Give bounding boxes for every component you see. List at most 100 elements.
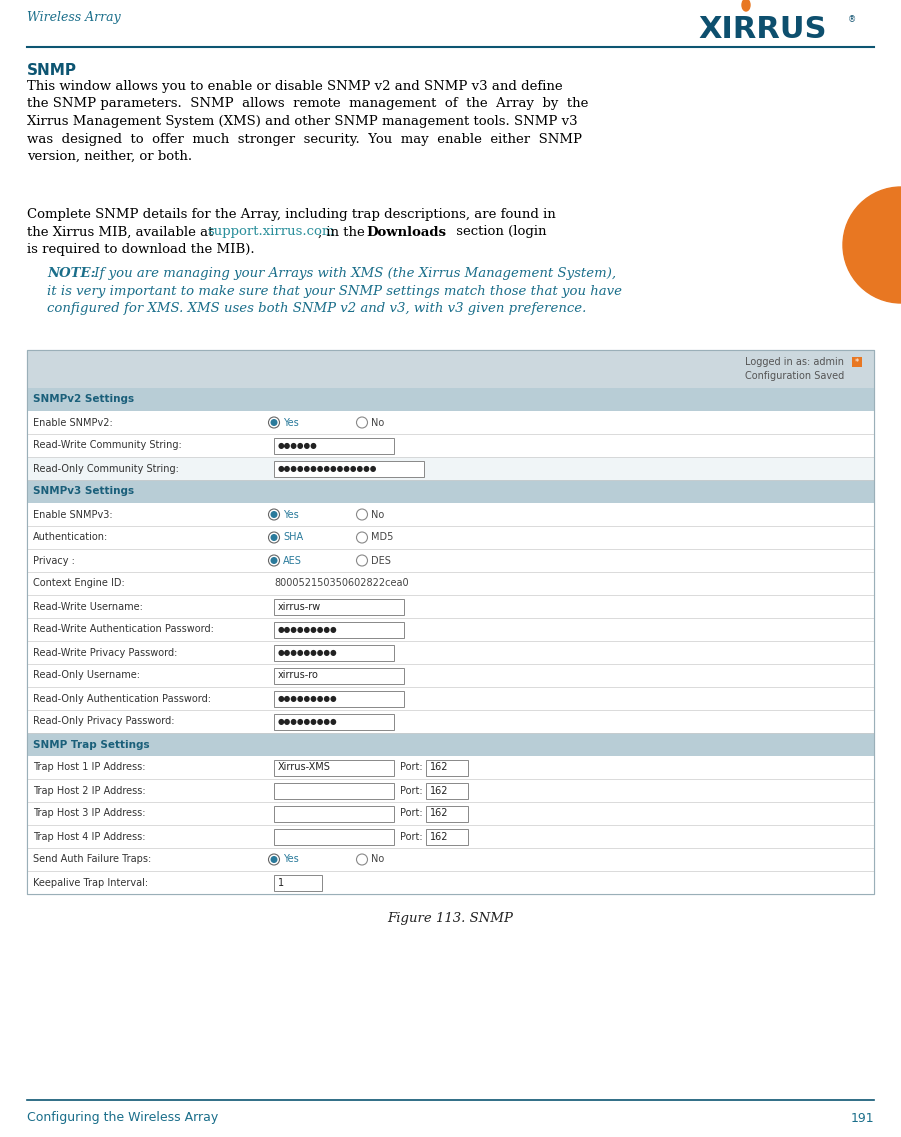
Text: SHA: SHA [283,532,303,542]
Bar [426,829,468,845]
Text: Yes: Yes [283,417,299,428]
Circle shape [268,854,279,865]
Bar [27,848,874,871]
Text: DES: DES [371,556,391,565]
Text: Configuration Saved: Configuration Saved [745,371,844,381]
Text: Complete SNMP details for the Array, including trap descriptions, are found in: Complete SNMP details for the Array, inc… [27,208,556,221]
Text: Keepalive Trap Interval:: Keepalive Trap Interval: [33,878,148,888]
Bar [27,350,874,894]
Text: Figure 113. SNMP: Figure 113. SNMP [387,912,513,926]
Bar [852,357,862,367]
Text: Enable SNMPv2:: Enable SNMPv2: [33,417,113,428]
Circle shape [357,555,368,566]
Text: 162: 162 [430,808,449,819]
Circle shape [357,854,368,865]
Text: support.xirrus.com: support.xirrus.com [207,225,334,239]
Text: No: No [371,417,384,428]
Text: If you are managing your Arrays with XMS (the Xirrus Management System),: If you are managing your Arrays with XMS… [90,267,616,280]
Bar [27,802,874,825]
Bar [27,572,874,595]
Bar [27,457,874,480]
Bar [274,760,394,775]
Bar [274,782,394,798]
Text: No: No [371,855,384,864]
Text: ●●●●●●●●●: ●●●●●●●●● [278,648,338,657]
Bar [27,871,874,894]
Text: Port:: Port: [400,808,423,819]
Text: Read-Write Privacy Password:: Read-Write Privacy Password: [33,647,177,657]
Text: Yes: Yes [283,509,299,520]
Text: version, neither, or both.: version, neither, or both. [27,150,192,163]
Text: Port:: Port: [400,763,423,772]
Bar [27,503,874,526]
Bar [274,598,404,614]
Circle shape [268,532,279,543]
Bar [274,714,394,730]
Bar [27,619,874,641]
Text: was  designed  to  offer  much  stronger  security.  You  may  enable  either  S: was designed to offer much stronger secu… [27,133,582,146]
Text: ●●●●●●●●●: ●●●●●●●●● [278,625,338,634]
Text: , in the: , in the [318,225,369,239]
Text: Trap Host 3 IP Address:: Trap Host 3 IP Address: [33,808,145,819]
Text: SNMP: SNMP [27,63,77,78]
Bar [274,667,404,683]
Bar [274,829,394,845]
Bar [27,595,874,619]
Circle shape [270,420,278,426]
Text: 162: 162 [430,763,449,772]
Text: Read-Write Community String:: Read-Write Community String: [33,440,182,450]
Text: Send Auth Failure Traps:: Send Auth Failure Traps: [33,855,151,864]
Bar [274,460,424,476]
Bar [426,782,468,798]
Bar [27,434,874,457]
Text: NOTE:: NOTE: [47,267,96,280]
Text: AES: AES [283,556,302,565]
Bar [426,760,468,775]
Text: Read-Only Authentication Password:: Read-Only Authentication Password: [33,694,211,704]
Circle shape [268,417,279,428]
Text: the SNMP parameters.  SNMP  allows  remote  management  of  the  Array  by  the: the SNMP parameters. SNMP allows remote … [27,98,588,110]
Text: Trap Host 1 IP Address:: Trap Host 1 IP Address: [33,763,145,772]
Text: Xirrus-XMS: Xirrus-XMS [278,763,331,772]
Text: configured for XMS. XMS uses both SNMP v2 and v3, with v3 given preference.: configured for XMS. XMS uses both SNMP v… [47,302,587,315]
Circle shape [357,509,368,520]
Text: xirrus-ro: xirrus-ro [278,671,319,681]
Bar [27,733,874,756]
Text: Read-Write Username:: Read-Write Username: [33,601,143,612]
Text: Read-Only Community String:: Read-Only Community String: [33,464,179,473]
Bar [27,825,874,848]
Text: XIRRUS: XIRRUS [698,16,826,44]
Bar [27,526,874,549]
Bar [27,641,874,664]
Text: SNMPv3 Settings: SNMPv3 Settings [33,487,134,497]
Bar [274,622,404,638]
Text: This window allows you to enable or disable SNMP v2 and SNMP v3 and define: This window allows you to enable or disa… [27,80,562,93]
Text: the Xirrus MIB, available at: the Xirrus MIB, available at [27,225,218,239]
Bar [27,549,874,572]
Text: Enable SNMPv3:: Enable SNMPv3: [33,509,113,520]
Bar [27,664,874,687]
Text: ●●●●●●●●●: ●●●●●●●●● [278,694,338,703]
Bar [27,350,874,388]
Circle shape [268,509,279,520]
Bar [274,874,322,890]
Bar [27,388,874,410]
Circle shape [270,856,278,863]
Bar [274,805,394,822]
Text: Context Engine ID:: Context Engine ID: [33,579,124,589]
Text: Wireless Array: Wireless Array [27,11,121,25]
Text: ●●●●●●: ●●●●●● [278,441,318,450]
Text: 1: 1 [278,878,284,888]
Circle shape [270,557,278,564]
Text: Trap Host 2 IP Address:: Trap Host 2 IP Address: [33,786,146,796]
Text: Port:: Port: [400,786,423,796]
Text: 162: 162 [430,786,449,796]
Text: Read-Write Authentication Password:: Read-Write Authentication Password: [33,624,214,634]
Text: 800052150350602822cea0: 800052150350602822cea0 [274,579,409,589]
Text: xirrus-rw: xirrus-rw [278,601,322,612]
Bar [27,350,874,894]
Text: section (login: section (login [452,225,547,239]
Text: Downloads: Downloads [366,225,446,239]
Text: SNMPv2 Settings: SNMPv2 Settings [33,395,134,405]
Text: Read-Only Username:: Read-Only Username: [33,671,140,681]
